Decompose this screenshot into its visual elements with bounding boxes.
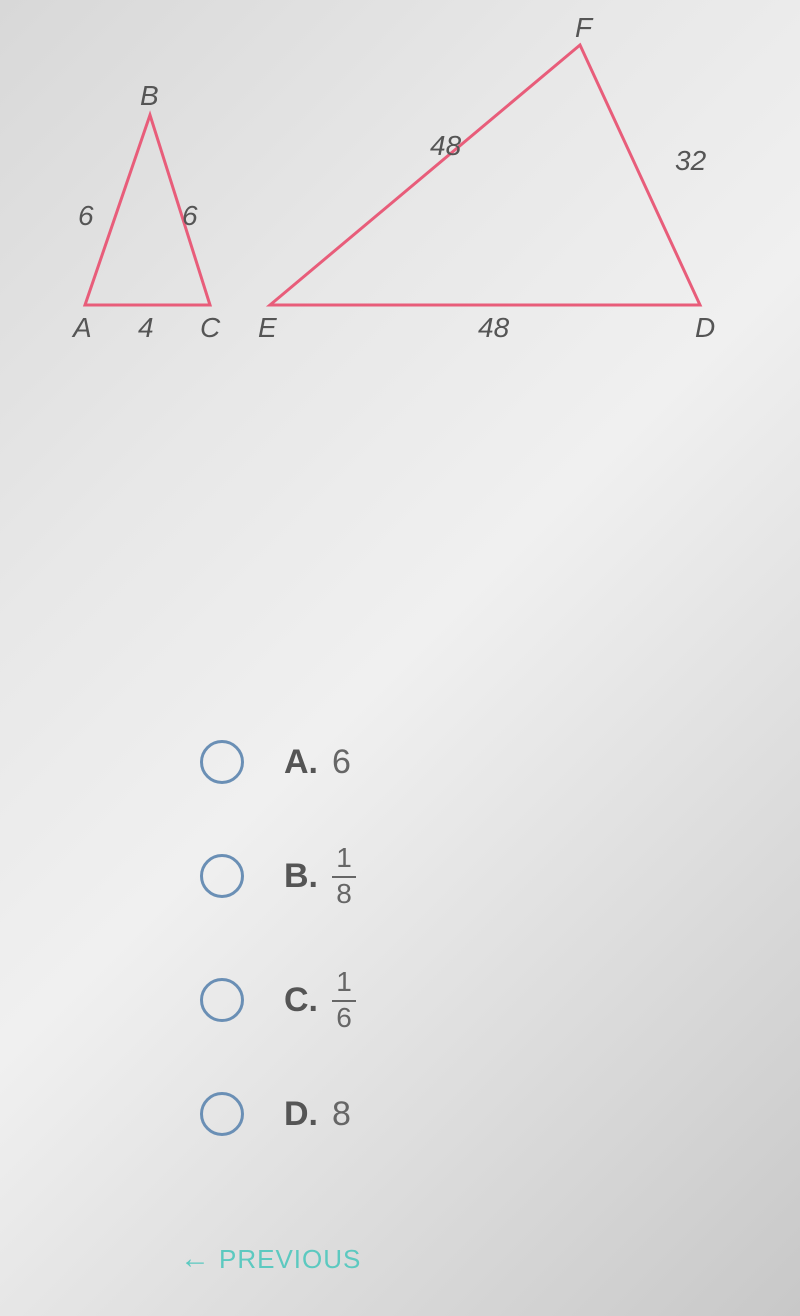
option-b-letter: B. bbox=[284, 857, 318, 896]
vertex-c-label: C bbox=[200, 312, 220, 344]
previous-label: PREVIOUS bbox=[219, 1244, 361, 1275]
option-a-letter: A. bbox=[284, 743, 318, 782]
option-a[interactable]: A. 6 bbox=[200, 740, 356, 784]
triangle-efd bbox=[270, 45, 700, 305]
vertex-a-label: A bbox=[73, 312, 92, 344]
option-c-numerator: 1 bbox=[336, 968, 352, 998]
option-b-fraction: 1 8 bbox=[332, 844, 356, 908]
side-ef-label: 48 bbox=[430, 130, 461, 162]
arrow-left-icon: ← bbox=[180, 1242, 211, 1276]
option-d-letter: D. bbox=[284, 1095, 318, 1134]
side-ed-label: 48 bbox=[478, 312, 509, 344]
option-a-value: 6 bbox=[332, 743, 351, 782]
option-b-denominator: 8 bbox=[336, 880, 352, 908]
side-bc-label: 6 bbox=[182, 200, 198, 232]
side-ab-label: 6 bbox=[78, 200, 94, 232]
radio-b[interactable] bbox=[200, 854, 244, 898]
side-fd-label: 32 bbox=[675, 145, 706, 177]
vertex-e-label: E bbox=[258, 312, 277, 344]
vertex-d-label: D bbox=[695, 312, 715, 344]
option-d[interactable]: D. 8 bbox=[200, 1092, 356, 1136]
option-d-value: 8 bbox=[332, 1095, 351, 1134]
vertex-f-label: F bbox=[575, 12, 592, 44]
side-ac-label: 4 bbox=[138, 312, 154, 344]
option-b[interactable]: B. 1 8 bbox=[200, 844, 356, 908]
radio-a[interactable] bbox=[200, 740, 244, 784]
option-b-numerator: 1 bbox=[336, 844, 352, 874]
answer-options: A. 6 B. 1 8 C. 1 6 D. 8 bbox=[200, 740, 356, 1196]
diagram-svg bbox=[0, 0, 800, 400]
previous-button[interactable]: ← PREVIOUS bbox=[180, 1242, 361, 1276]
vertex-b-label: B bbox=[140, 80, 159, 112]
radio-d[interactable] bbox=[200, 1092, 244, 1136]
option-c-letter: C. bbox=[284, 981, 318, 1020]
option-c-denominator: 6 bbox=[336, 1004, 352, 1032]
option-c-fraction: 1 6 bbox=[332, 968, 356, 1032]
radio-c[interactable] bbox=[200, 978, 244, 1022]
triangles-diagram: A B C 6 6 4 E F D 48 32 48 bbox=[0, 0, 800, 400]
option-c[interactable]: C. 1 6 bbox=[200, 968, 356, 1032]
